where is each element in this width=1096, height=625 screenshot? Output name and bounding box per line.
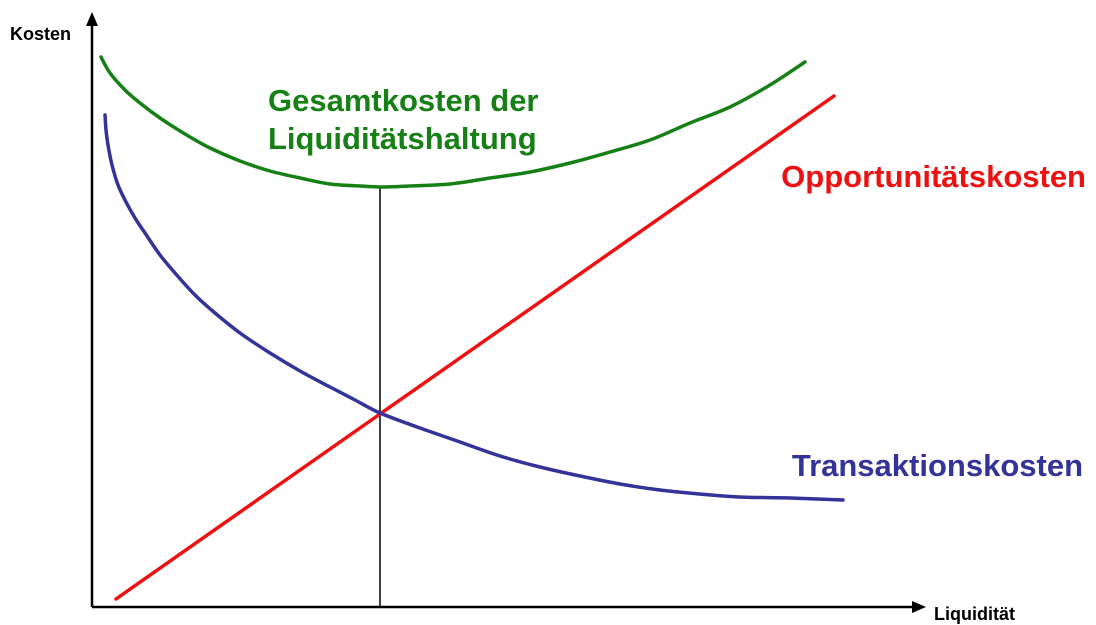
label-opportunity-cost: Opportunitätskosten	[781, 159, 1086, 194]
label-transaction-cost: Transaktionskosten	[792, 448, 1083, 483]
y-axis-arrowhead	[86, 12, 98, 26]
label-total-cost-line-1: Gesamtkosten der	[268, 83, 539, 118]
series-line-opportunity-cost	[114, 94, 836, 601]
series-line-total-cost	[99, 55, 807, 189]
label-total-cost: Gesamtkosten der Liquiditätshaltung	[268, 83, 547, 156]
label-transaction-cost-line-1: Transaktionskosten	[792, 448, 1083, 483]
series-line-transaction-cost	[103, 113, 845, 502]
label-total-cost-line-2: Liquiditätshaltung	[268, 121, 537, 156]
x-axis-arrowhead	[912, 601, 926, 613]
y-axis-label: Kosten	[10, 24, 71, 44]
label-opportunity-cost-line-1: Opportunitätskosten	[781, 159, 1086, 194]
axes	[86, 12, 926, 613]
x-axis-label: Liquidität	[934, 604, 1015, 624]
